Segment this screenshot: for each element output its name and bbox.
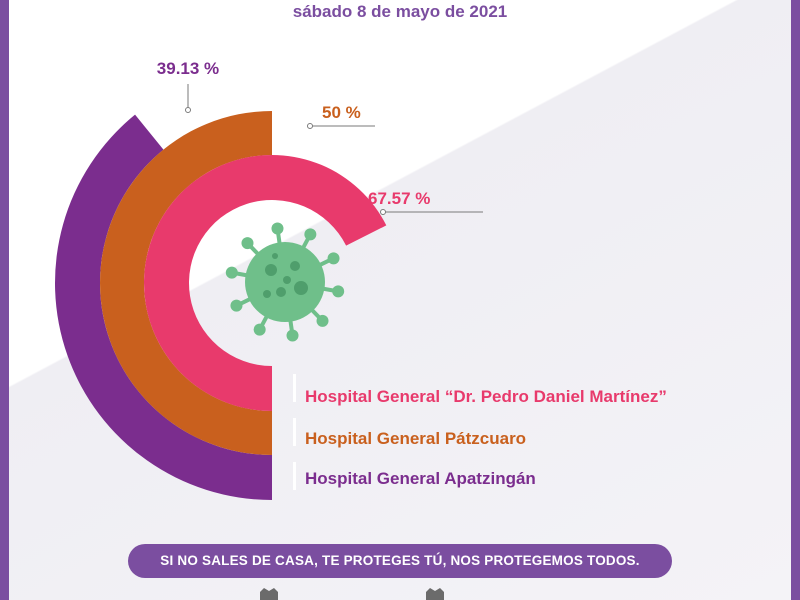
stay-home-banner: SI NO SALES DE CASA, TE PROTEGES TÚ, NOS… [128,544,672,578]
data-label-apatzingan: 39.13 % [157,59,219,78]
crest-icon [260,588,278,600]
legend-divider-1 [293,374,296,402]
arc-apatzingan [54,114,272,501]
data-label-pedro-daniel: 67.57 % [368,189,430,208]
legend-item-apatzingan: Hospital General Apatzingán [305,469,536,488]
report-date: sábado 8 de mayo de 2021 [292,2,508,21]
virus-icon [225,222,345,342]
arc-pedro-daniel [143,155,387,411]
legend-divider-3 [293,462,296,490]
crest-icon [426,588,444,600]
data-label-patzcuaro: 50 % [322,103,361,122]
legend-item-pedro-daniel: Hospital General “Dr. Pedro Daniel Martí… [305,387,667,406]
leader-dot-patzcuaro [307,123,313,129]
legend-item-patzcuaro: Hospital General Pátzcuaro [305,429,527,448]
legend-divider-2 [293,418,296,446]
right-frame-bar [791,0,800,600]
left-frame-bar [0,0,9,600]
arc-patzcuaro [100,111,272,455]
leader-dot-pedro-daniel [380,209,386,215]
leader-dot-apatzingan [185,107,191,113]
